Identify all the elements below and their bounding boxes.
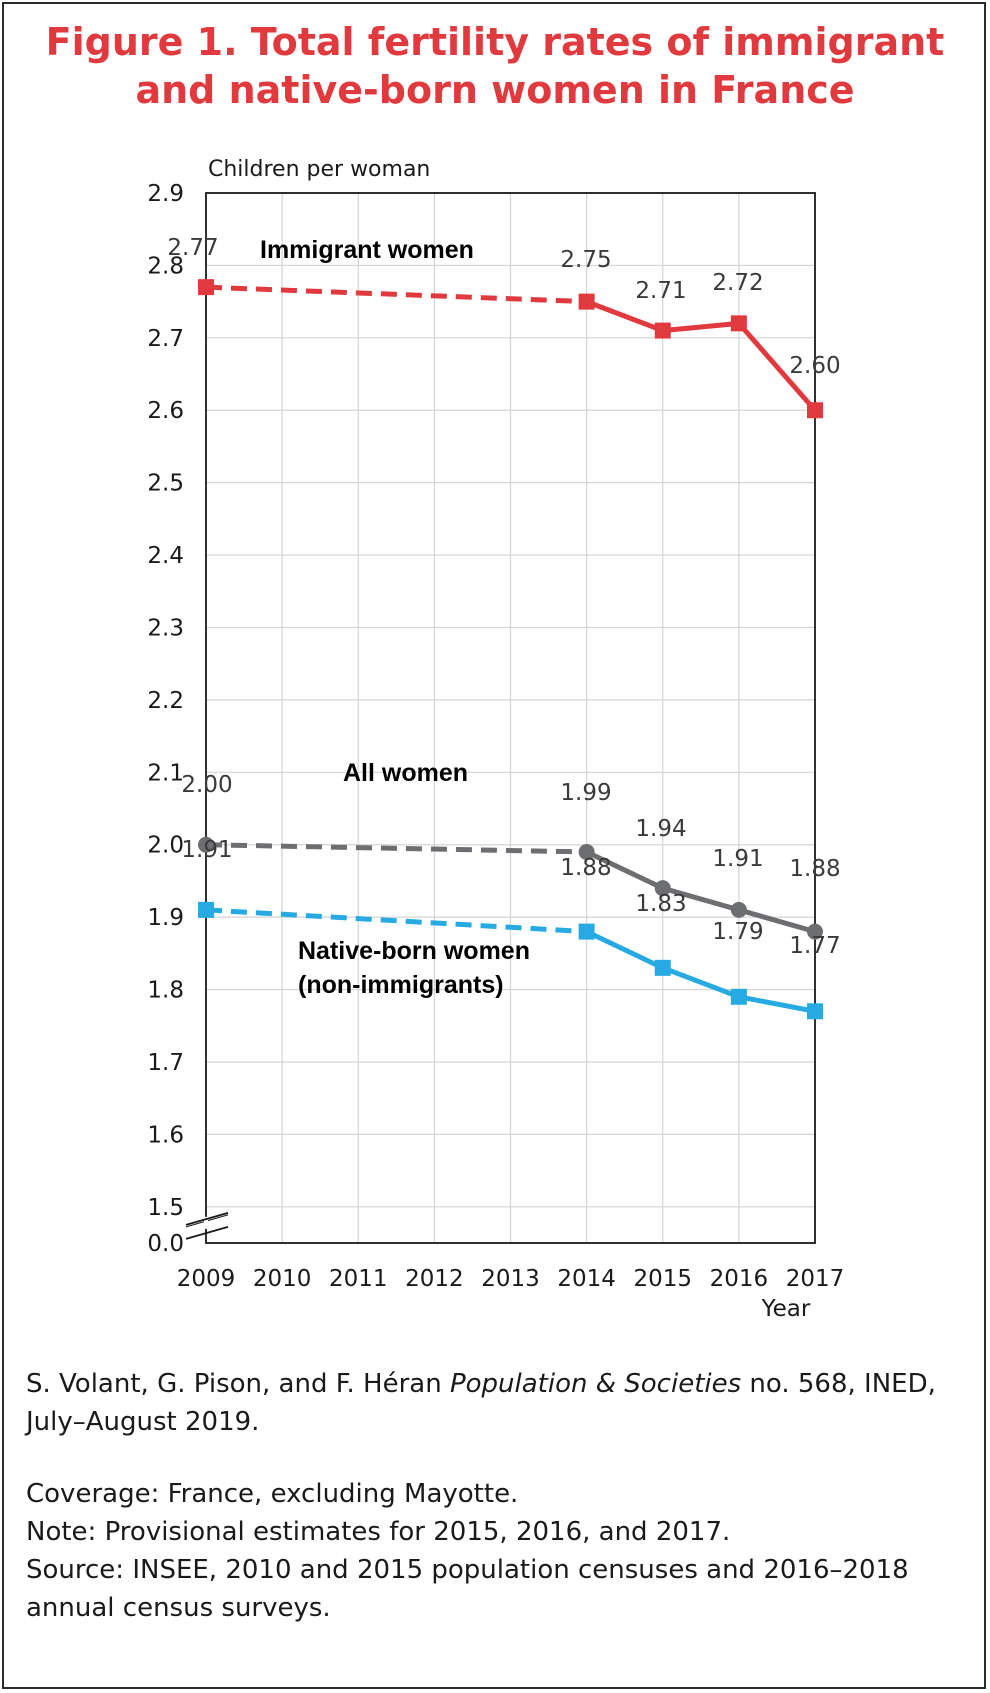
- figure-title: Figure 1. Total fertility rates of immig…: [0, 18, 990, 114]
- data-label: 1.77: [789, 933, 840, 959]
- data-label: 2.77: [167, 235, 218, 261]
- series-point: [654, 322, 671, 339]
- y-tick-label: 2.3: [147, 615, 184, 641]
- fertility-line-chart: 0.0 1.5 1.6 1.7 1.8 1.9 2.0 2.1 2.2 2.3 2.4 2.5 2.6 2…: [147, 157, 845, 1322]
- y-tick-label: 2.6: [147, 398, 184, 424]
- series-point: [654, 880, 671, 897]
- y-axis-label: Children per woman: [208, 157, 430, 182]
- citation-date: July–August 2019.: [26, 1407, 260, 1437]
- x-tick-label: 2014: [557, 1266, 616, 1292]
- y-tick-label: 2.1: [147, 760, 184, 786]
- series-point: [198, 279, 214, 296]
- source-note-line-2: annual census surveys.: [26, 1593, 331, 1623]
- data-label: 2.00: [181, 772, 232, 798]
- y-tick-label: 1.5: [147, 1195, 184, 1221]
- data-label: 2.72: [712, 270, 763, 296]
- y-tick-label: 2.7: [147, 326, 184, 352]
- series-line-dashed: [205, 842, 587, 855]
- series-name-immigrant: Immigrant women: [260, 236, 474, 264]
- series-point: [578, 293, 595, 310]
- y-tick-label: 1.7: [147, 1050, 184, 1076]
- series-line-dashed: [205, 907, 587, 935]
- axis-break-mark: [185, 1226, 229, 1240]
- series-line-solid: [585, 929, 816, 1014]
- series-point: [730, 988, 747, 1005]
- citation: S. Volant, G. Pison, and F. Héran Popula…: [26, 1369, 936, 1399]
- data-label: 1.91: [712, 846, 763, 872]
- series-point: [807, 402, 823, 419]
- data-label: 1.88: [560, 855, 611, 881]
- x-tick-label: 2011: [329, 1266, 388, 1292]
- y-tick-label: 1.9: [147, 905, 184, 931]
- y-tick-label: 2.5: [147, 471, 184, 497]
- y-tick-label: 2.4: [147, 543, 184, 569]
- series-point: [807, 1003, 823, 1020]
- series-line-solid: [585, 299, 817, 412]
- series-line-dashed: [205, 284, 587, 305]
- title-line-1: Figure 1. Total fertility rates of immig…: [45, 20, 945, 64]
- series-point: [730, 901, 747, 918]
- y-tick-label: 0.0: [147, 1231, 184, 1257]
- provisional-note: Note: Provisional estimates for 2015, 20…: [26, 1517, 731, 1547]
- series-name-all: All women: [343, 759, 468, 787]
- series-point: [654, 959, 671, 976]
- x-tick-label: 2013: [481, 1266, 540, 1292]
- data-label: 2.60: [789, 353, 840, 379]
- series-name-native-line-1: Native-born women: [298, 937, 530, 965]
- x-tick-label: 2015: [633, 1266, 692, 1292]
- y-tick-label: 2.0: [147, 833, 184, 859]
- data-label: 1.94: [635, 816, 686, 842]
- series-point: [198, 836, 214, 853]
- series-point: [730, 315, 747, 332]
- series-point: [578, 923, 595, 940]
- axis-break-mark: [185, 1212, 229, 1226]
- y-tick-label: 2.8: [147, 253, 184, 279]
- x-tick-label: 2016: [710, 1266, 769, 1292]
- data-label: 2.75: [560, 247, 611, 273]
- data-label: 1.99: [560, 780, 611, 806]
- publication-name: Population & Societies: [449, 1369, 742, 1399]
- y-tick-label: 1.6: [147, 1122, 184, 1148]
- y-tick-label: 2.9: [147, 181, 184, 207]
- series-line-solid: [585, 849, 816, 935]
- series-point: [198, 901, 214, 918]
- x-tick-label: 2010: [253, 1266, 312, 1292]
- axis-break-gap: [204, 1216, 208, 1229]
- x-tick-label: 2017: [786, 1266, 845, 1292]
- data-label: 1.91: [181, 837, 232, 863]
- y-tick-label: 2.2: [147, 688, 184, 714]
- y-tick-label: 1.8: [147, 978, 184, 1004]
- x-tick-label: 2012: [405, 1266, 464, 1292]
- x-tick-label: 2009: [177, 1266, 236, 1292]
- data-label: 1.83: [635, 891, 686, 917]
- coverage-note: Coverage: France, excluding Mayotte.: [26, 1479, 519, 1509]
- source-note-line-1: Source: INSEE, 2010 and 2015 population …: [26, 1555, 909, 1585]
- data-label: 1.79: [712, 919, 763, 945]
- series-point: [578, 843, 595, 860]
- data-label: 2.71: [635, 278, 686, 304]
- x-axis-label: Year: [761, 1296, 811, 1322]
- series-point: [807, 923, 823, 940]
- plot-area-border: [205, 192, 816, 1244]
- series-name-native-line-2: (non-immigrants): [298, 971, 504, 999]
- figure-notes: S. Volant, G. Pison, and F. Héran Popula…: [26, 1365, 966, 1627]
- title-line-2: and native-born women in France: [135, 68, 855, 112]
- data-label: 1.88: [789, 856, 840, 882]
